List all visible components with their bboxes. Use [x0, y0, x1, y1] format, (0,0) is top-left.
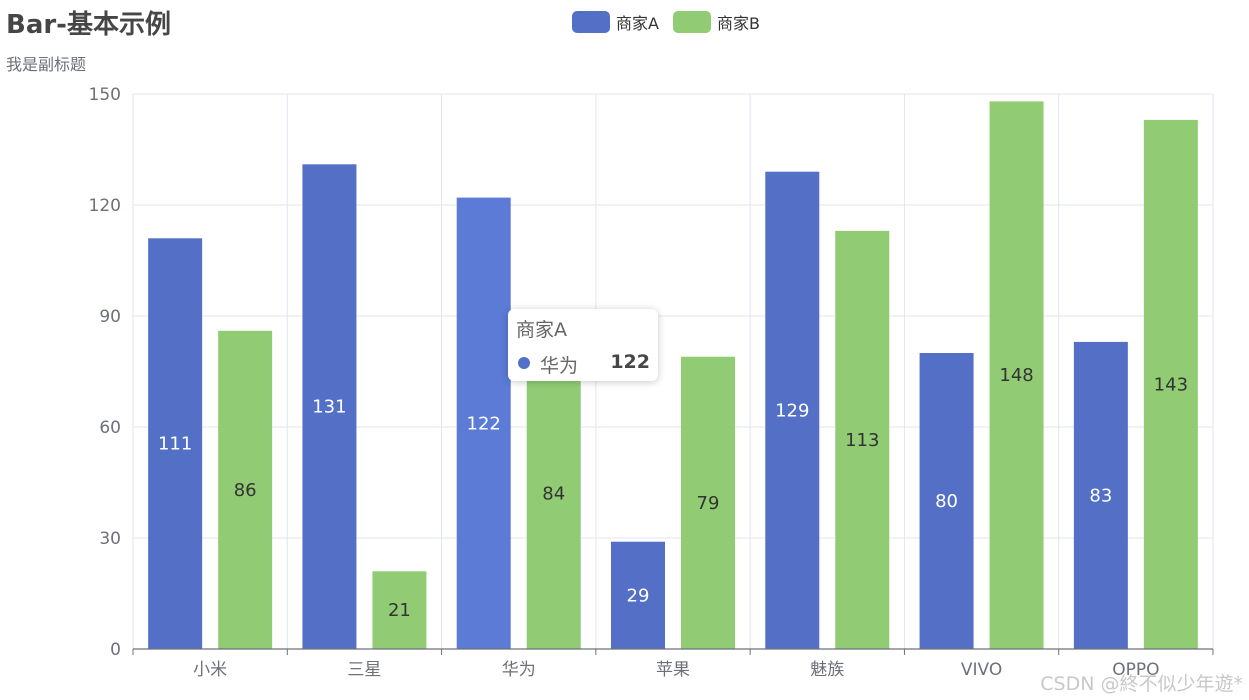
bar-a [1073, 341, 1128, 649]
x-tick-label: 小米 [193, 660, 227, 680]
bar-value-label: 143 [1154, 374, 1188, 395]
tooltip: 商家A 华为 122 [508, 309, 658, 381]
tooltip-value: 122 [610, 351, 650, 373]
bar-b [372, 571, 427, 649]
bar-a [302, 164, 357, 650]
bar-b [681, 356, 735, 649]
bar-value-label: 29 [627, 585, 650, 606]
chart-subtitle: 我是副标题 [6, 55, 87, 74]
watermark: CSDN @終不似少年遊* [1040, 673, 1243, 695]
bar-value-label: 80 [935, 491, 958, 512]
legend: 商家A 商家B [572, 10, 760, 34]
bar-b [989, 101, 1044, 649]
legend-label-series-a: 商家A [616, 14, 659, 33]
x-tick-label: 苹果 [656, 660, 690, 680]
legend-item-series-b[interactable]: 商家B [672, 10, 760, 34]
bar-value-label: 148 [999, 365, 1033, 386]
bar-value-label: 111 [158, 434, 192, 455]
chart-title: Bar-基本示例 [6, 10, 171, 40]
x-tick-label: 华为 [502, 660, 536, 680]
bar-value-label: 122 [467, 413, 501, 434]
bar-b [218, 330, 273, 649]
bar-value-label: 86 [234, 480, 257, 501]
y-tick-label: 0 [110, 640, 121, 660]
legend-item-series-a[interactable]: 商家A [572, 10, 659, 34]
bar-a [456, 197, 511, 649]
bar-value-label: 129 [775, 400, 809, 421]
legend-swatch-series-b [672, 11, 711, 33]
bar-b [835, 230, 890, 649]
bar-value-label: 131 [312, 397, 346, 418]
bar-b [1143, 119, 1198, 649]
x-tick-label: VIVO [961, 660, 1002, 680]
bar-b [526, 338, 581, 649]
tooltip-series-name: 商家A [516, 319, 567, 341]
bar-value-label: 113 [845, 430, 879, 451]
bar-value-label: 83 [1089, 485, 1112, 506]
y-tick-label: 90 [99, 307, 121, 327]
bar-a [765, 171, 820, 649]
bar-value-label: 21 [388, 600, 411, 621]
bar-a [611, 541, 665, 649]
x-tick-label: OPPO [1112, 660, 1159, 680]
bar-a [148, 238, 203, 650]
bar-a [919, 353, 974, 649]
tooltip-category: 华为 [540, 355, 579, 377]
x-tick-label: 三星 [347, 660, 381, 680]
x-tick-label: 魅族 [810, 660, 844, 680]
legend-swatch-series-a [572, 11, 610, 33]
y-tick-label: 60 [99, 418, 121, 438]
y-tick-label: 120 [89, 196, 121, 216]
bar-value-label: 79 [697, 493, 720, 514]
y-tick-label: 30 [99, 529, 121, 549]
tooltip-marker [518, 357, 530, 369]
legend-label-series-b: 商家B [716, 14, 760, 33]
y-tick-label: 150 [89, 85, 121, 105]
bar-value-label: 84 [542, 484, 565, 505]
